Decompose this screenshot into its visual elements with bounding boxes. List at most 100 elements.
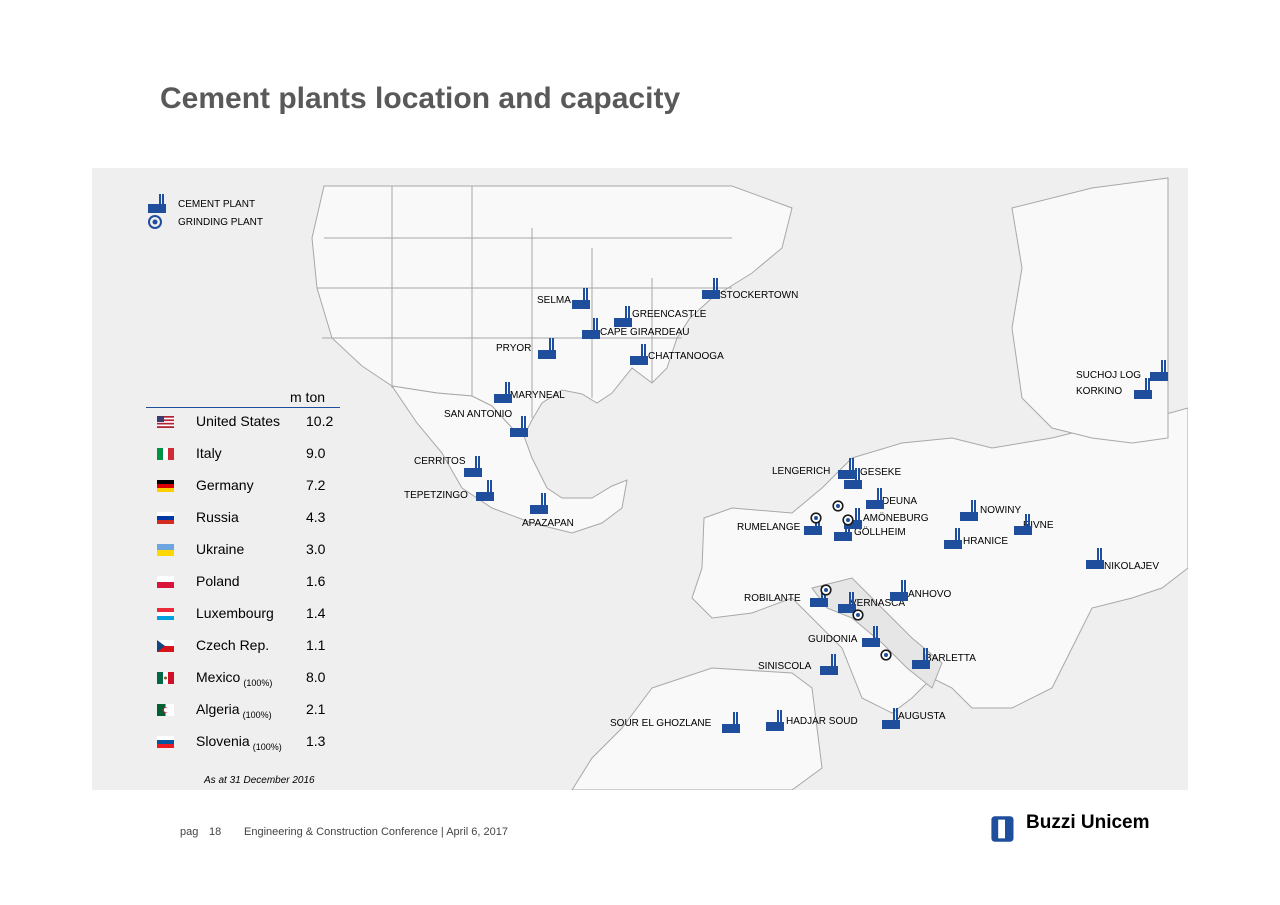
plant-label-maryneal: MARYNEAL [510,390,565,401]
capacity-value: 3.0 [306,541,326,557]
table-rule [146,407,340,408]
cement-plant-icon [464,456,482,477]
cement-plant-icon [890,580,908,601]
cement-plant-icon [494,382,512,403]
capacity-row: Algeria (100%) 2.1 [152,701,332,721]
grinding-plant-icon [810,512,822,524]
grinding-plant-icon [820,584,832,596]
cement-plant-icon [476,480,494,501]
country-label: Algeria [196,701,240,717]
country-label: Ukraine [196,541,245,557]
flag-it-icon [157,448,174,460]
cement-plant-icon [912,648,930,669]
plant-label-apazapan: APAZAPAN [522,518,574,529]
cement-plant-icon [820,654,838,675]
cement-plant-icon [844,508,862,529]
flag-ua-icon [157,544,174,556]
country-name: Poland [196,573,240,589]
country-name: Russia [196,509,239,525]
capacity-value: 8.0 [306,669,326,685]
plant-label-chattanooga: CHATTANOOGA [648,351,724,362]
flag-dz-icon [157,704,174,716]
cement-plant-icon [614,306,632,327]
capacity-value: 1.1 [306,637,326,653]
capacity-unit: m ton [290,389,326,405]
country-name: Algeria (100%) [196,701,272,720]
cement-plant-icon [838,458,856,479]
flag-pl-icon [157,576,174,588]
flag-de-icon [157,480,174,492]
country-name: Mexico (100%) [196,669,272,688]
country-label: Luxembourg [196,605,274,621]
cement-plant-icon [630,344,648,365]
plant-label-tepetzingo: TEPETZINGO [404,490,468,501]
plant-label-geseke: GESEKE [860,467,902,478]
country-label: United States [196,413,281,429]
plant-label-barletta: BARLETTA [925,653,976,664]
cement-plant-icon [766,710,784,731]
cement-plant-icon [702,278,720,299]
footer-event: Engineering & Construction Conference | … [244,826,508,838]
cement-plant-icon [834,520,852,541]
capacity-row: Slovenia (100%) 1.3 [152,733,332,753]
north-africa-landmass [571,667,823,790]
cement-plant-icon [882,708,900,729]
cement-plant-icon [510,416,528,437]
plant-label-robilante: ROBILANTE [744,593,801,604]
country-name: United States [196,413,280,429]
plant-label-hadjar-soud: HADJAR SOUD [786,716,858,727]
capacity-value: 7.2 [306,477,326,493]
country-name: Ukraine [196,541,244,557]
capacity-row: Poland 1.6 [152,573,332,593]
page-number: 18 [209,826,222,838]
capacity-row: Czech Rep. 1.1 [152,637,332,657]
plant-label-nowiny: NOWINY [980,505,1022,516]
cement-plant-icon [1134,378,1152,399]
cement-plant-icon [1150,360,1168,381]
plant-label-pryor: PRYOR [496,343,532,354]
flag-si-icon [157,736,174,748]
capacity-value: 4.3 [306,509,326,525]
plant-label-greencastle: GREENCASTLE [632,309,707,320]
country-label: Russia [196,509,239,525]
plant-label-hranice: HRANICE [963,536,1009,547]
plant-label-cape-girardeau: CAPE GIRARDEAU [600,327,690,338]
mexico-landmass [390,385,628,534]
flag-mx-icon [157,672,174,684]
capacity-row: Ukraine 3.0 [152,541,332,561]
cement-plant-icon [862,626,880,647]
plant-label-augusta: AUGUSTA [898,711,946,722]
capacity-row: Russia 4.3 [152,509,332,529]
ownership-note: (100%) [252,742,282,752]
flag-ru-icon [157,512,174,524]
ownership-note: (100%) [242,710,272,720]
country-name: Italy [196,445,222,461]
usa-states-grid [317,186,732,418]
capacity-value: 1.3 [306,733,326,749]
cement-plant-icon [944,528,962,549]
cement-plant-icon [866,488,884,509]
usa-landmass [311,185,793,437]
capacity-row: Italy 9.0 [152,445,332,465]
flag-cz-icon [157,640,174,652]
plant-label-stockertown: STOCKERTOWN [720,290,799,301]
grinding-plant-icon [852,609,864,621]
legend-cement-label: CEMENT PLANT [178,198,256,210]
flag-lu-icon [157,608,174,620]
logo-text: Buzzi Unicem [1026,812,1150,833]
map-panel: CEMENT PLANT GRINDING PLANT m ton United… [92,168,1188,790]
legend-grinding-plant: GRINDING PLANT [148,215,263,229]
plant-label-rumelange: RUMELANGE [737,522,801,533]
country-label: Poland [196,573,240,589]
cement-plant-icon [582,318,600,339]
russia-landmass [1011,177,1169,444]
country-label: Germany [196,477,254,493]
cement-plant-icon [960,500,978,521]
plant-label-selma: SELMA [537,295,571,306]
capacity-value: 9.0 [306,445,326,461]
capacity-row: United States 10.2 [152,413,333,433]
grinding-plant-icon [832,500,844,512]
grinding-plant-icon [842,514,854,526]
plant-label-guidonia: GUIDONIA [808,634,858,645]
plant-label-anhovo: ANHOVO [908,589,952,600]
